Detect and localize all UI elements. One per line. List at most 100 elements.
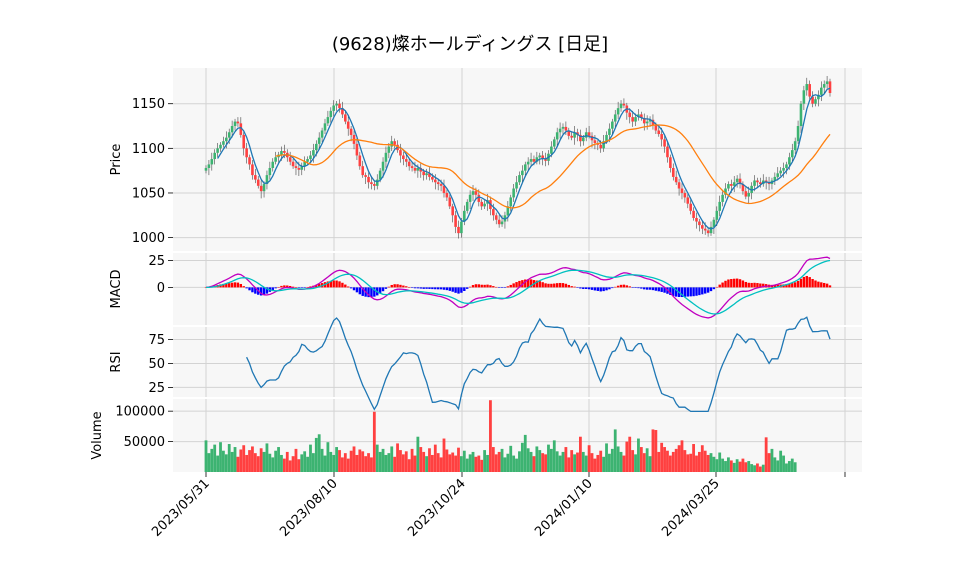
macd-hist-bar — [741, 280, 745, 288]
candle-body — [483, 203, 486, 207]
volume-bar — [454, 455, 457, 472]
macd-hist-bar — [611, 287, 614, 289]
macd-hist-bar — [692, 287, 695, 297]
volume-bar — [686, 454, 690, 472]
macd-hist-bar — [814, 280, 817, 288]
candle-body — [552, 139, 556, 147]
macd-hist-bar — [486, 284, 489, 288]
volume-bar — [343, 453, 347, 472]
macd-hist-bar — [306, 286, 309, 288]
macd-hist-bar — [651, 287, 655, 291]
candle-body — [523, 164, 527, 171]
macd-hist-bar — [422, 287, 425, 289]
macd-hist-bar — [451, 287, 454, 292]
panel-rsi-ytick-label-1: 50 — [148, 357, 165, 372]
macd-hist-bar — [506, 286, 510, 288]
volume-bar — [259, 448, 263, 472]
volume-bar — [439, 457, 443, 472]
macd-hist-bar — [587, 287, 591, 290]
volume-bar — [280, 454, 283, 472]
x-tick-label-3: 2024/01/10 — [532, 476, 596, 540]
volume-bar — [457, 447, 460, 472]
volume-bar — [204, 440, 208, 472]
candle-body — [634, 117, 637, 122]
macd-hist-bar — [643, 287, 646, 290]
candle-body — [515, 182, 518, 189]
x-tick-label-0: 2023/05/31 — [149, 476, 213, 540]
macd-hist-bar — [788, 283, 791, 288]
macd-hist-bar — [431, 287, 434, 290]
volume-bar — [288, 460, 292, 472]
volume-bar — [680, 440, 684, 472]
macd-hist-bar — [564, 283, 568, 288]
candle-body — [744, 191, 748, 197]
volume-bar — [721, 458, 725, 472]
candle-body — [700, 225, 704, 229]
volume-bar — [448, 454, 452, 472]
macd-hist-bar — [573, 286, 576, 288]
candle-body — [207, 164, 211, 168]
macd-hist-bar — [439, 287, 443, 290]
macd-hist-bar — [614, 286, 617, 288]
candle-body — [759, 182, 762, 185]
candle-body — [468, 194, 472, 202]
volume-bar — [576, 452, 579, 472]
volume-bar — [756, 463, 759, 472]
candle-body — [619, 103, 623, 109]
candle-body — [677, 182, 681, 189]
macd-hist-bar — [706, 287, 710, 293]
macd-signal-line — [205, 259, 831, 315]
macd-hist-bar — [753, 282, 756, 288]
volume-bar — [227, 444, 231, 472]
volume-bar — [773, 457, 777, 472]
candle-body — [410, 166, 414, 168]
volume-bar — [541, 453, 545, 472]
macd-hist-bar — [750, 282, 753, 288]
candle-body — [471, 191, 475, 195]
volume-bar — [744, 462, 748, 472]
candle-body — [431, 176, 434, 180]
candle-body — [622, 103, 626, 106]
volume-bar — [567, 457, 571, 472]
candle-body — [373, 184, 376, 186]
volume-bar — [555, 451, 559, 472]
macd-hist-bar — [680, 287, 684, 298]
candle-body — [532, 159, 536, 162]
macd-hist-bar — [349, 287, 353, 289]
macd-hist-bar — [576, 287, 579, 288]
macd-hist-bar — [744, 281, 748, 288]
volume-bar — [282, 458, 286, 472]
candle-body — [256, 179, 260, 186]
macd-hist-bar — [265, 287, 269, 294]
candle-body — [799, 103, 803, 127]
candle-body — [616, 108, 620, 115]
macd-hist-bar — [326, 281, 330, 288]
macd-hist-bar — [567, 284, 570, 288]
candle-body — [346, 121, 350, 129]
volume-bar — [219, 442, 222, 472]
macd-hist-bar — [733, 278, 736, 288]
macd-hist-bar — [721, 282, 724, 288]
macd-hist-bar — [762, 283, 765, 288]
macd-hist-bar — [582, 287, 585, 290]
candle-body — [297, 167, 301, 170]
macd-hist-bar — [625, 285, 629, 288]
macd-hist-bar — [251, 287, 254, 293]
macd-hist-bar — [300, 287, 303, 288]
volume-bar — [451, 452, 455, 472]
volume-bar — [399, 450, 402, 472]
volume-bar — [645, 448, 649, 472]
volume-bar — [326, 442, 330, 472]
candle-body — [526, 161, 530, 165]
macd-hist-bar — [262, 287, 266, 295]
volume-bar — [222, 450, 225, 472]
volume-bar — [320, 448, 324, 472]
volume-bar — [367, 453, 370, 472]
candle-body — [242, 134, 246, 149]
candle-body — [695, 217, 698, 222]
candle-body — [291, 161, 295, 167]
panel-price-bg — [173, 68, 862, 251]
macd-hist-bar — [825, 283, 829, 288]
macd-hist-bar — [547, 283, 550, 288]
volume-bar — [294, 448, 298, 472]
